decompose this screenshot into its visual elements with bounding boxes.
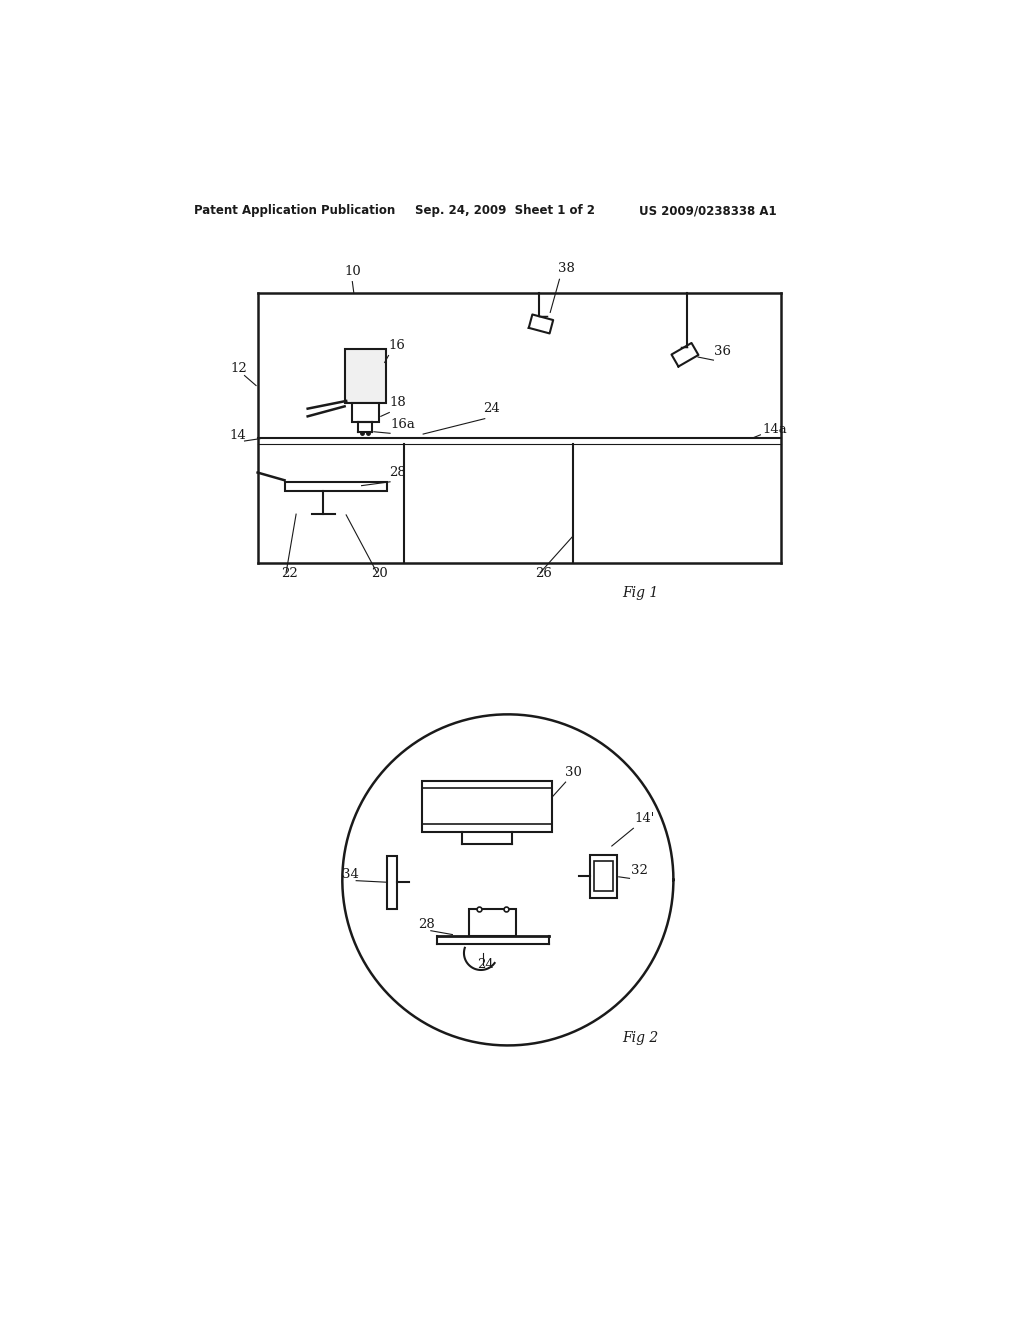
Text: 14a: 14a [762,424,786,437]
Bar [422,780,552,832]
Text: 24: 24 [483,403,500,416]
Bar [351,404,379,422]
Bar [285,482,387,491]
Text: 22: 22 [281,566,297,579]
Bar [590,855,617,898]
Text: 26: 26 [535,566,552,579]
Text: 14: 14 [229,429,246,442]
Bar [387,857,397,909]
Text: 16: 16 [388,339,406,352]
Text: 28: 28 [418,919,434,932]
Text: 16a: 16a [391,418,416,430]
Text: 30: 30 [565,766,582,779]
Text: Patent Application Publication: Patent Application Publication [195,205,395,218]
Text: 14': 14' [635,812,655,825]
Bar [345,350,386,404]
Text: 20: 20 [372,566,388,579]
Text: Fig 1: Fig 1 [622,586,658,601]
Text: Fig 2: Fig 2 [622,1031,658,1045]
Text: 10: 10 [345,265,361,279]
Text: 34: 34 [342,869,359,882]
Text: 18: 18 [389,396,407,409]
Bar [594,862,613,891]
Text: Sep. 24, 2009  Sheet 1 of 2: Sep. 24, 2009 Sheet 1 of 2 [416,205,596,218]
Text: 36: 36 [714,345,731,358]
Text: 38: 38 [558,263,574,276]
Bar [469,909,515,936]
Text: 24: 24 [477,958,494,972]
Text: 32: 32 [631,865,648,878]
Text: 28: 28 [389,466,407,479]
Text: 12: 12 [230,363,248,375]
Text: US 2009/0238338 A1: US 2009/0238338 A1 [639,205,776,218]
